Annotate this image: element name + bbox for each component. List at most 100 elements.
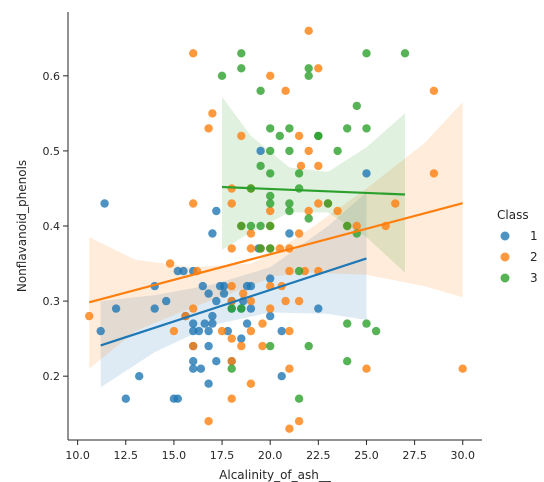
point-class-2 <box>208 109 217 118</box>
legend-marker-class-3 <box>500 273 510 283</box>
point-class-2 <box>169 326 179 336</box>
point-class-1 <box>208 319 217 328</box>
point-class-1 <box>173 394 182 403</box>
x-tick-label: 17.5 <box>210 449 235 462</box>
point-class-1 <box>212 206 221 216</box>
x-tick-label: 25.0 <box>354 449 379 462</box>
point-class-3 <box>266 221 275 231</box>
point-class-1 <box>189 319 198 328</box>
point-class-1 <box>219 289 229 298</box>
point-class-2 <box>239 289 248 298</box>
point-class-3 <box>304 214 313 223</box>
point-class-2 <box>227 334 236 343</box>
axes: 10.0 12.5 15.0 17.5 20.0 22.5 25.0 27.5 30.0 0.2… <box>15 12 482 482</box>
point-class-1 <box>277 372 286 381</box>
point-class-2 <box>285 424 294 433</box>
point-class-2 <box>237 341 246 351</box>
point-class-1 <box>121 394 130 403</box>
point-class-2 <box>258 341 267 351</box>
x-tick-label: 10.0 <box>65 449 90 462</box>
point-class-1 <box>266 274 275 283</box>
point-class-1 <box>196 364 206 373</box>
point-class-3 <box>294 184 304 193</box>
point-class-3 <box>266 124 275 133</box>
point-class-3 <box>256 161 265 171</box>
point-class-1 <box>246 304 256 313</box>
point-class-1 <box>96 326 105 336</box>
legend-title: Class <box>497 208 529 222</box>
point-class-2 <box>285 266 294 276</box>
x-tick-label: 12.5 <box>114 449 139 462</box>
point-class-3 <box>304 71 313 81</box>
point-class-3 <box>256 244 265 253</box>
point-class-1 <box>162 296 171 306</box>
point-class-2 <box>391 199 400 208</box>
point-class-2 <box>227 394 236 403</box>
point-class-3 <box>266 199 275 208</box>
point-class-1 <box>100 199 109 208</box>
point-class-2 <box>281 296 290 306</box>
point-class-2 <box>217 326 227 336</box>
point-class-1 <box>246 281 256 291</box>
point-class-1 <box>212 357 221 366</box>
point-class-1 <box>266 311 275 321</box>
point-class-2 <box>281 86 290 96</box>
point-class-1 <box>362 169 371 178</box>
point-class-2 <box>314 199 323 208</box>
point-class-2 <box>333 206 342 216</box>
point-class-3 <box>227 364 236 373</box>
point-class-1 <box>179 266 188 276</box>
point-class-2 <box>189 199 198 208</box>
point-class-2 <box>266 206 275 216</box>
point-class-2 <box>246 379 256 388</box>
point-class-3 <box>323 199 333 208</box>
point-class-3 <box>266 244 275 253</box>
point-class-2 <box>304 146 313 156</box>
point-class-2 <box>362 364 371 373</box>
point-class-3 <box>294 169 304 178</box>
point-class-3 <box>237 49 246 58</box>
point-class-1 <box>204 326 213 336</box>
regression-line-class-1 <box>100 257 367 347</box>
y-tick-label: 0.3 <box>43 295 61 308</box>
point-class-3 <box>237 304 246 313</box>
point-class-3 <box>333 146 342 156</box>
point-class-1 <box>189 357 198 366</box>
legend-label-class-2: 2 <box>530 250 538 264</box>
point-class-1 <box>314 304 323 313</box>
point-class-3 <box>256 86 265 96</box>
point-class-2 <box>429 169 439 178</box>
x-tick-label: 15.0 <box>162 449 187 462</box>
point-class-2 <box>314 161 323 171</box>
point-class-2 <box>85 311 94 321</box>
point-class-1 <box>219 281 229 291</box>
point-class-1 <box>256 146 265 156</box>
point-class-3 <box>266 169 275 178</box>
point-class-2 <box>266 304 275 313</box>
point-class-3 <box>400 49 410 58</box>
point-class-2 <box>227 199 236 208</box>
point-class-2 <box>189 49 198 58</box>
point-class-1 <box>277 326 286 336</box>
confidence-bands <box>89 96 463 388</box>
point-class-1 <box>285 229 294 238</box>
point-class-2 <box>285 326 294 336</box>
point-class-2 <box>352 221 361 231</box>
point-class-2 <box>246 244 256 253</box>
point-class-1 <box>212 296 221 306</box>
point-class-2 <box>237 131 246 141</box>
x-ticks: 10.0 12.5 15.0 17.5 20.0 22.5 25.0 27.5 30.0 <box>65 440 475 462</box>
point-class-3 <box>304 341 313 351</box>
point-class-3 <box>227 304 236 313</box>
point-class-2 <box>165 259 175 268</box>
legend-label-class-3: 3 <box>530 271 538 285</box>
point-class-2 <box>189 341 198 351</box>
point-class-3 <box>352 101 361 111</box>
x-tick-label: 22.5 <box>306 449 331 462</box>
point-class-2 <box>246 296 256 306</box>
point-class-3 <box>217 71 227 81</box>
point-class-2 <box>304 26 313 35</box>
point-class-3 <box>285 146 294 156</box>
point-class-3 <box>371 326 381 336</box>
point-class-3 <box>285 124 294 133</box>
